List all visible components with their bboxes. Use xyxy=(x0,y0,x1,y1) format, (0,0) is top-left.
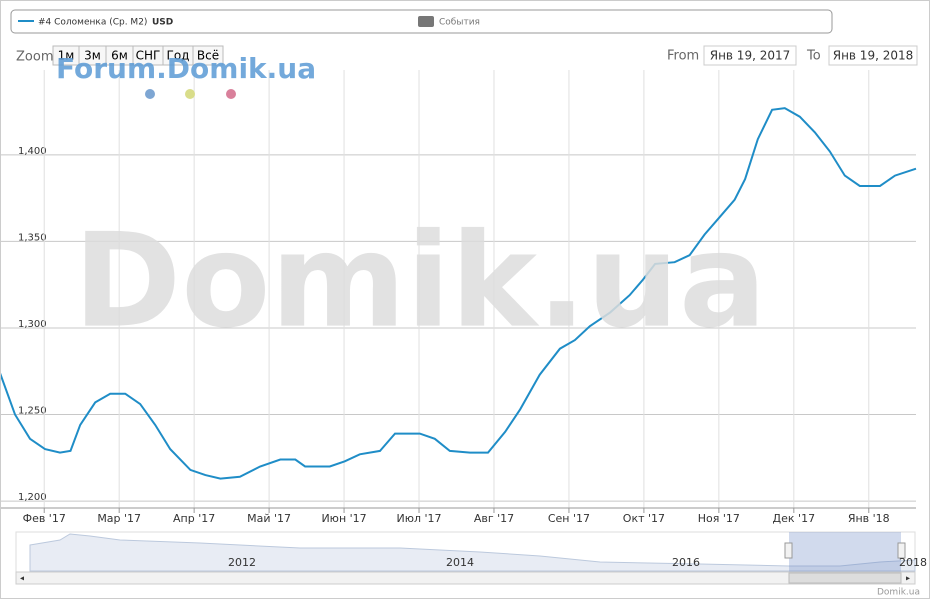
x-tick-label: Фев '17 xyxy=(23,512,66,525)
x-tick-label: Авг '17 xyxy=(474,512,514,525)
dot xyxy=(226,89,236,99)
scrollbar-thumb[interactable] xyxy=(788,572,902,584)
zoom-button-label[interactable]: СНГ xyxy=(136,49,161,63)
navigator-selection[interactable] xyxy=(789,532,901,572)
zoom-button-label[interactable]: Всё xyxy=(197,49,219,63)
navigator-label: 2014 xyxy=(446,556,474,569)
from-input[interactable] xyxy=(703,45,797,66)
to-label: To xyxy=(806,49,821,64)
x-tick-label: Янв '18 xyxy=(848,512,890,525)
navigator-handle[interactable] xyxy=(897,542,906,559)
navigator-series xyxy=(29,533,916,572)
y-tick-label: 1,400 xyxy=(18,146,47,157)
zoom-button-label[interactable]: Год xyxy=(167,49,190,63)
legend-events[interactable]: События xyxy=(439,18,480,28)
legend-events-symbol xyxy=(418,16,434,27)
x-tick-label: Апр '17 xyxy=(173,512,215,525)
plot-area xyxy=(0,70,916,508)
y-tick-label: 1,300 xyxy=(18,319,47,330)
zoom-button-label[interactable]: 1м xyxy=(58,49,75,63)
dot xyxy=(145,89,155,99)
legend-unit: USD xyxy=(152,18,173,28)
credit[interactable]: Domik.ua xyxy=(877,588,920,598)
x-tick-label: Май '17 xyxy=(247,512,291,525)
to-value[interactable]: Янв 19, 2018 xyxy=(833,49,914,63)
from-label: From xyxy=(667,49,699,64)
y-tick-label: 1,200 xyxy=(18,492,47,503)
line-series xyxy=(0,107,917,480)
scroll-right[interactable]: ▸ xyxy=(906,574,910,583)
watermark-small: Forum.Domik.ua xyxy=(56,52,316,85)
from-value[interactable]: Янв 19, 2017 xyxy=(710,49,791,63)
navigator-label: 2016 xyxy=(672,556,700,569)
zoom-button-label[interactable]: 6м xyxy=(111,49,128,63)
legend-series[interactable]: #4 Соломенка (Ср. М2) xyxy=(38,18,147,28)
zoom-button-label[interactable]: 3м xyxy=(84,49,101,63)
navigator-handle[interactable] xyxy=(784,542,793,559)
x-tick-label: Мар '17 xyxy=(97,512,141,525)
y-tick-label: 1,350 xyxy=(18,232,47,243)
x-tick-label: Июн '17 xyxy=(321,512,366,525)
x-tick-label: Сен '17 xyxy=(548,512,590,525)
x-tick-label: Ноя '17 xyxy=(698,512,740,525)
y-tick-label: 1,250 xyxy=(18,406,47,417)
scroll-left[interactable]: ◂ xyxy=(20,574,24,583)
watermark-big: Domik.ua xyxy=(73,205,766,357)
x-tick-label: Окт '17 xyxy=(623,512,665,525)
navigator-label: 2012 xyxy=(228,556,256,569)
to-input[interactable] xyxy=(828,45,918,66)
zoom-label: Zoom xyxy=(16,50,53,65)
navigator-label: 2018 xyxy=(899,556,927,569)
x-tick-label: Дек '17 xyxy=(773,512,816,525)
dot xyxy=(185,89,195,99)
scrollbar[interactable] xyxy=(15,571,916,585)
x-tick-label: Июл '17 xyxy=(396,512,441,525)
zoom-button[interactable] xyxy=(192,45,224,66)
